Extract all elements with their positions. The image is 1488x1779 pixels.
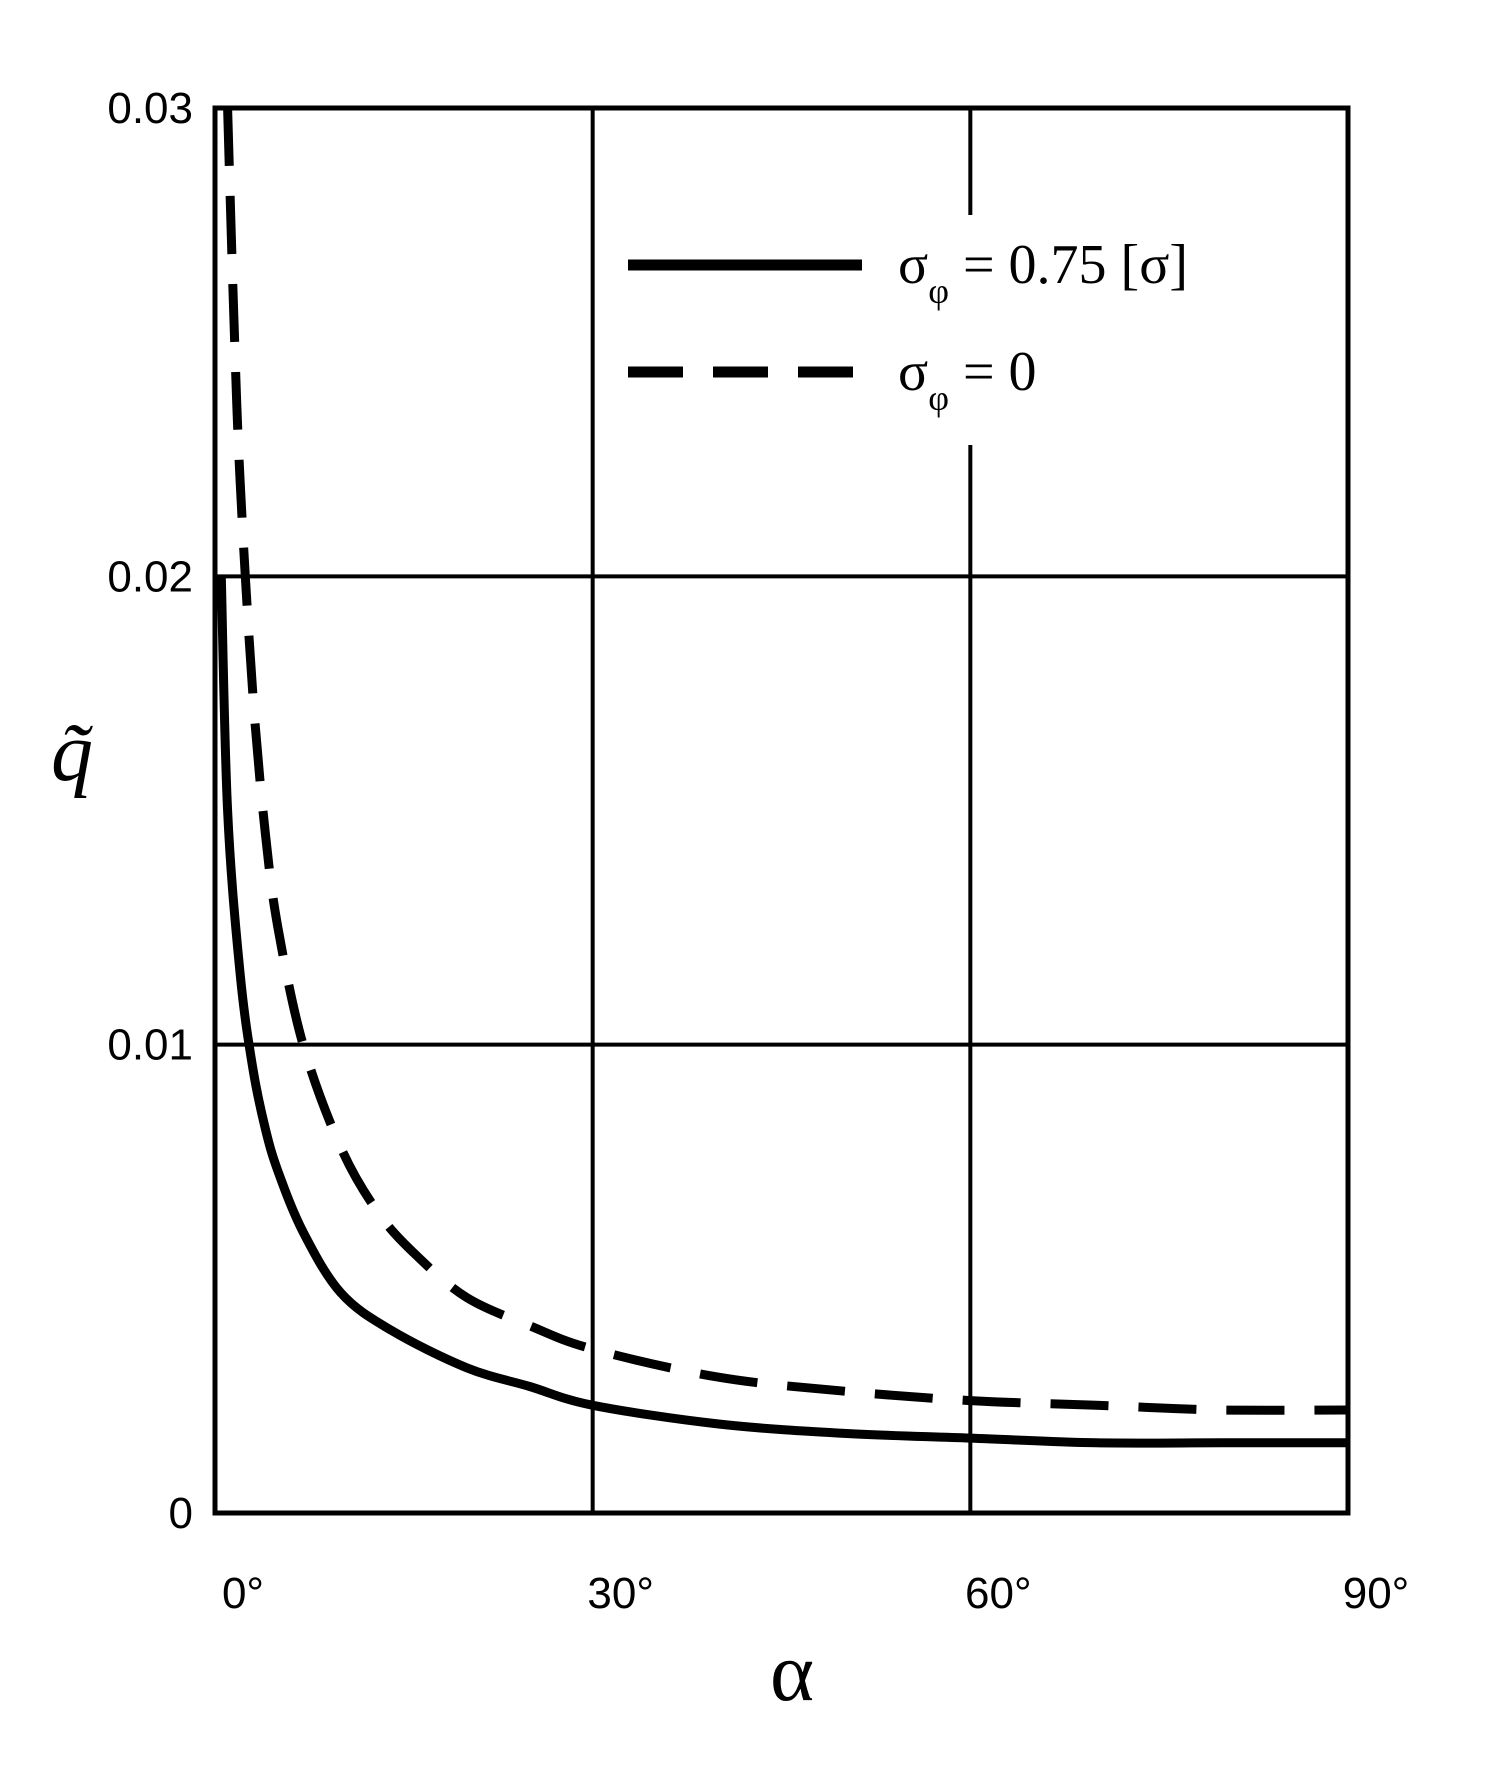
x-tick-label-2: 60°: [965, 1569, 1032, 1618]
x-tick-label-1: 30°: [587, 1569, 654, 1618]
y-tick-label-2: 0.02: [107, 552, 193, 601]
series-line-dashed: [223, 107, 1349, 1415]
legend: σφ = 0.75 [σ] σφ = 0: [610, 215, 1340, 445]
legend-label-dashed: σφ = 0: [898, 341, 1037, 418]
y-axis-title: q̃: [51, 706, 94, 799]
x-axis-title: α: [770, 1626, 814, 1719]
series-line-solid: [216, 576, 1348, 1448]
series-lines: [216, 107, 1349, 1448]
tick-labels: 0° 30° 60° 90° 0 0.01 0.02 0.03: [107, 84, 1409, 1618]
y-tick-label-0: 0: [169, 1489, 193, 1538]
y-tick-label-1: 0.01: [107, 1021, 193, 1070]
legend-background: [610, 215, 1340, 445]
plot-frame: [212, 105, 1351, 1516]
x-tick-label-3: 90°: [1343, 1569, 1410, 1618]
y-tick-label-3: 0.03: [107, 84, 193, 133]
legend-label-solid: σφ = 0.75 [σ]: [898, 234, 1188, 311]
x-tick-label-0: 0°: [222, 1569, 264, 1618]
